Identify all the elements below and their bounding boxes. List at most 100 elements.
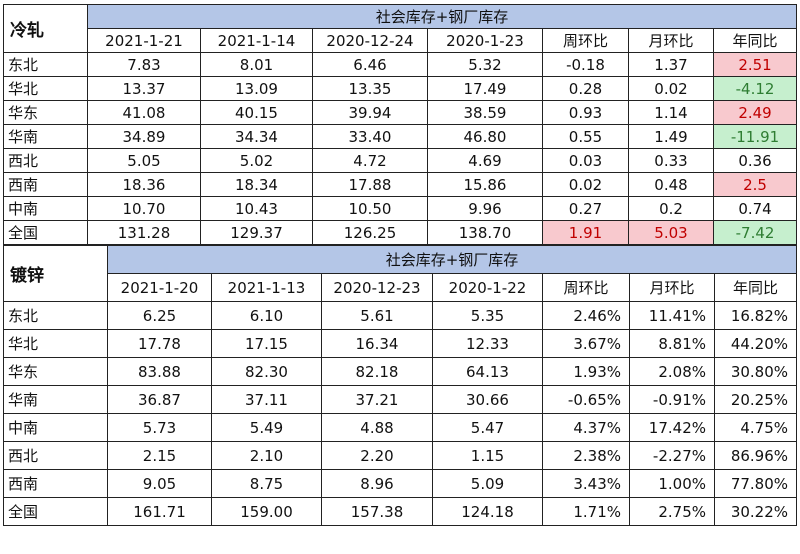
yoy-cell: 77.80% (713, 469, 798, 498)
region-cell: 华南 (3, 385, 108, 414)
value-cell: 10.43 (200, 196, 313, 221)
mom-cell: 11.41% (629, 301, 715, 330)
value-cell: 15.86 (427, 172, 543, 197)
region-cell: 全国 (3, 220, 88, 245)
value-cell: 18.34 (200, 172, 313, 197)
mom-cell: 2.75% (629, 497, 715, 526)
value-cell: 33.40 (312, 124, 428, 149)
region-cell: 西北 (3, 148, 88, 173)
wow-cell: 4.37% (542, 413, 630, 442)
value-cell: 5.47 (432, 413, 543, 442)
value-cell: 30.66 (432, 385, 543, 414)
table-row: 西北 2.15 2.10 2.20 1.15 2.38% -2.27% 86.96% (3, 441, 798, 470)
value-cell: 64.13 (432, 357, 543, 386)
mom-cell: 5.03 (628, 220, 714, 245)
column-header: 2021-1-13 (211, 273, 322, 302)
value-cell: 17.88 (312, 172, 428, 197)
wow-cell: 0.55 (542, 124, 629, 149)
value-cell: 10.70 (87, 196, 201, 221)
region-cell: 东北 (3, 301, 108, 330)
value-cell: 7.83 (87, 52, 201, 77)
yoy-cell: 0.74 (712, 196, 798, 221)
wow-cell: 1.93% (542, 357, 630, 386)
value-cell: 37.21 (321, 385, 433, 414)
value-cell: 8.75 (211, 469, 322, 498)
value-cell: 124.18 (432, 497, 543, 526)
mom-cell: 8.81% (629, 329, 715, 358)
value-cell: 8.01 (200, 52, 313, 77)
value-cell: 6.10 (211, 301, 322, 330)
table-row: 全国 161.71 159.00 157.38 124.18 1.71% 2.75% 30.2… (3, 497, 798, 526)
region-cell: 西北 (3, 441, 108, 470)
table-row: 西南 18.36 18.34 17.88 15.86 0.02 0.48 2.5 (3, 172, 798, 197)
value-cell: 5.02 (200, 148, 313, 173)
wow-cell: 2.46% (542, 301, 630, 330)
value-cell: 17.49 (427, 76, 543, 101)
value-cell: 2.10 (211, 441, 322, 470)
column-header: 2020-12-23 (321, 273, 433, 302)
table-row: 西北 5.05 5.02 4.72 4.69 0.03 0.33 0.36 (3, 148, 798, 173)
value-cell: 4.69 (427, 148, 543, 173)
table-row: 华北 17.78 17.15 16.34 12.33 3.67% 8.81% 44.20% (3, 329, 798, 358)
wow-cell: 2.38% (542, 441, 630, 470)
column-header: 年同比 (713, 273, 798, 302)
yoy-cell: 30.80% (713, 357, 798, 386)
yoy-cell: 16.82% (713, 301, 798, 330)
yoy-cell: 0.36 (712, 148, 798, 173)
table-row: 东北 7.83 8.01 6.46 5.32 -0.18 1.37 2.51 (3, 52, 798, 77)
value-cell: 13.35 (312, 76, 428, 101)
value-cell: 9.96 (427, 196, 543, 221)
yoy-cell: -11.91 (712, 124, 798, 149)
yoy-cell: 20.25% (713, 385, 798, 414)
mom-cell: 1.00% (629, 469, 715, 498)
value-cell: 16.34 (321, 329, 433, 358)
table-row: 华南 36.87 37.11 37.21 30.66 -0.65% -0.91% 20.25% (3, 385, 798, 414)
table-row: 华东 83.88 82.30 82.18 64.13 1.93% 2.08% 30.80% (3, 357, 798, 386)
value-cell: 13.09 (200, 76, 313, 101)
value-cell: 17.78 (107, 329, 212, 358)
table-row: 西南 9.05 8.75 8.96 5.09 3.43% 1.00% 77.80% (3, 469, 798, 498)
value-cell: 4.72 (312, 148, 428, 173)
galvanized-group-header: 社会库存+钢厂库存 (106, 245, 798, 274)
mom-cell: 1.49 (628, 124, 714, 149)
yoy-cell: 2.51 (712, 52, 798, 77)
yoy-cell: 86.96% (713, 441, 798, 470)
yoy-cell: 44.20% (713, 329, 798, 358)
region-cell: 中南 (3, 196, 88, 221)
value-cell: 6.46 (312, 52, 428, 77)
wow-cell: -0.18 (542, 52, 629, 77)
column-header: 2020-1-23 (427, 28, 543, 53)
column-header: 2021-1-14 (200, 28, 313, 53)
value-cell: 46.80 (427, 124, 543, 149)
column-header: 月环比 (629, 273, 715, 302)
value-cell: 5.32 (427, 52, 543, 77)
region-cell: 西南 (3, 469, 108, 498)
value-cell: 2.20 (321, 441, 433, 470)
cold-rolled-table: 冷轧 社会库存+钢厂库存 2021-1-21 2021-1-14 2020-12… (3, 4, 798, 245)
mom-cell: 17.42% (629, 413, 715, 442)
region-cell: 西南 (3, 172, 88, 197)
value-cell: 5.09 (432, 469, 543, 498)
mom-cell: 1.14 (628, 100, 714, 125)
value-cell: 37.11 (211, 385, 322, 414)
value-cell: 131.28 (87, 220, 201, 245)
mom-cell: 0.33 (628, 148, 714, 173)
value-cell: 161.71 (107, 497, 212, 526)
value-cell: 10.50 (312, 196, 428, 221)
inventory-tables: 冷轧 社会库存+钢厂库存 2021-1-21 2021-1-14 2020-12… (3, 4, 798, 526)
value-cell: 5.61 (321, 301, 433, 330)
galvanized-header-row-2: 2021-1-20 2021-1-13 2020-12-23 2020-1-22… (4, 273, 798, 302)
value-cell: 17.15 (211, 329, 322, 358)
value-cell: 157.38 (321, 497, 433, 526)
wow-cell: 0.28 (542, 76, 629, 101)
value-cell: 2.15 (107, 441, 212, 470)
wow-cell: 0.02 (542, 172, 629, 197)
mom-cell: 2.08% (629, 357, 715, 386)
value-cell: 5.35 (432, 301, 543, 330)
value-cell: 38.59 (427, 100, 543, 125)
region-cell: 中南 (3, 413, 108, 442)
wow-cell: -0.65% (542, 385, 630, 414)
wow-cell: 1.71% (542, 497, 630, 526)
cold-rolled-label: 冷轧 (3, 4, 88, 53)
region-cell: 华东 (3, 100, 88, 125)
